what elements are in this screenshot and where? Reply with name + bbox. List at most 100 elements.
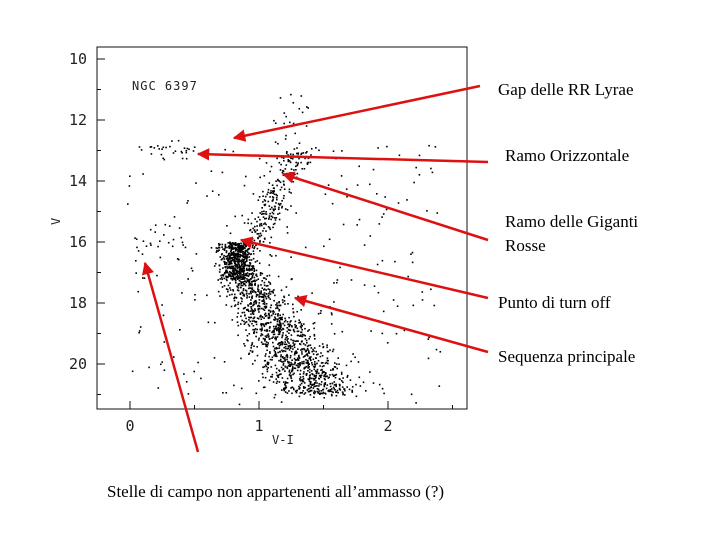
star-point [270, 321, 272, 324]
star-point [179, 329, 181, 331]
star-point [194, 299, 196, 301]
star-point [246, 308, 249, 311]
star-point [250, 290, 252, 293]
star-point [263, 292, 266, 294]
star-point [239, 286, 242, 289]
star-point [299, 379, 302, 382]
star-point [247, 323, 250, 326]
star-point [305, 374, 308, 376]
star-point [262, 195, 264, 197]
star-point [395, 332, 398, 335]
star-point [288, 160, 291, 162]
star-point [229, 271, 232, 274]
star-point [290, 205, 292, 207]
star-point [255, 331, 258, 334]
star-point [274, 328, 277, 330]
star-point [309, 377, 311, 379]
star-point [253, 289, 255, 292]
star-point [288, 325, 290, 328]
star-point [228, 266, 231, 268]
star-point [239, 247, 242, 249]
star-point [312, 365, 315, 368]
star-point [253, 345, 255, 347]
star-point [234, 267, 236, 270]
star-point [299, 378, 301, 380]
star-point [271, 359, 273, 361]
star-point [218, 243, 220, 245]
star-point [308, 352, 311, 354]
star-point [392, 299, 395, 301]
star-point [292, 366, 294, 368]
star-point [243, 258, 246, 261]
star-point [269, 290, 271, 293]
star-point [242, 267, 245, 269]
star-point [240, 323, 242, 325]
star-point [277, 179, 279, 182]
star-point [223, 249, 226, 251]
star-point [290, 325, 293, 327]
star-point [270, 236, 273, 239]
star-point [259, 218, 261, 221]
star-point [308, 380, 311, 382]
star-point [240, 242, 242, 245]
star-point [284, 317, 286, 320]
star-point [250, 259, 253, 261]
star-point [294, 326, 297, 329]
star-point [325, 361, 328, 364]
star-point [187, 200, 189, 202]
star-point [297, 340, 299, 342]
star-point [224, 255, 227, 258]
star-point [299, 376, 302, 378]
star-point [346, 386, 348, 388]
star-point [307, 344, 310, 347]
star-point [359, 385, 362, 387]
star-point [241, 311, 244, 314]
star-point [244, 250, 247, 253]
star-point [287, 365, 290, 367]
star-point [355, 395, 358, 398]
label-turn-off: Punto di turn off [498, 293, 611, 312]
star-point [351, 386, 354, 388]
star-point [266, 370, 269, 373]
star-point [293, 344, 295, 347]
star-point [289, 354, 292, 357]
star-point [277, 275, 280, 278]
star-point [306, 106, 308, 108]
star-point [373, 285, 376, 287]
star-point [270, 290, 273, 293]
star-point [270, 375, 272, 378]
star-point [253, 300, 256, 303]
star-point [294, 390, 297, 393]
star-point [316, 382, 318, 384]
star-point [294, 323, 296, 326]
arrow-horizontal-branch [196, 148, 489, 164]
star-point [309, 394, 312, 396]
star-point [245, 281, 248, 284]
star-point [306, 389, 309, 391]
star-point [283, 343, 286, 346]
star-point [246, 251, 249, 253]
star-point [287, 338, 289, 340]
star-point [223, 361, 226, 363]
star-point [257, 286, 259, 288]
star-point [257, 237, 259, 240]
star-point [238, 266, 241, 269]
star-point [272, 333, 275, 336]
star-point [176, 258, 179, 260]
star-point [255, 392, 258, 395]
star-point [246, 278, 248, 280]
star-point [233, 299, 236, 302]
star-point [282, 322, 284, 325]
star-point [328, 389, 330, 392]
star-point [286, 327, 288, 329]
star-point [315, 350, 317, 353]
star-point [227, 290, 229, 293]
star-point [265, 341, 268, 343]
star-point [259, 212, 261, 214]
star-point [276, 323, 279, 326]
star-point [342, 377, 344, 379]
star-point [279, 169, 282, 171]
star-point [348, 388, 351, 391]
star-point [278, 331, 280, 333]
